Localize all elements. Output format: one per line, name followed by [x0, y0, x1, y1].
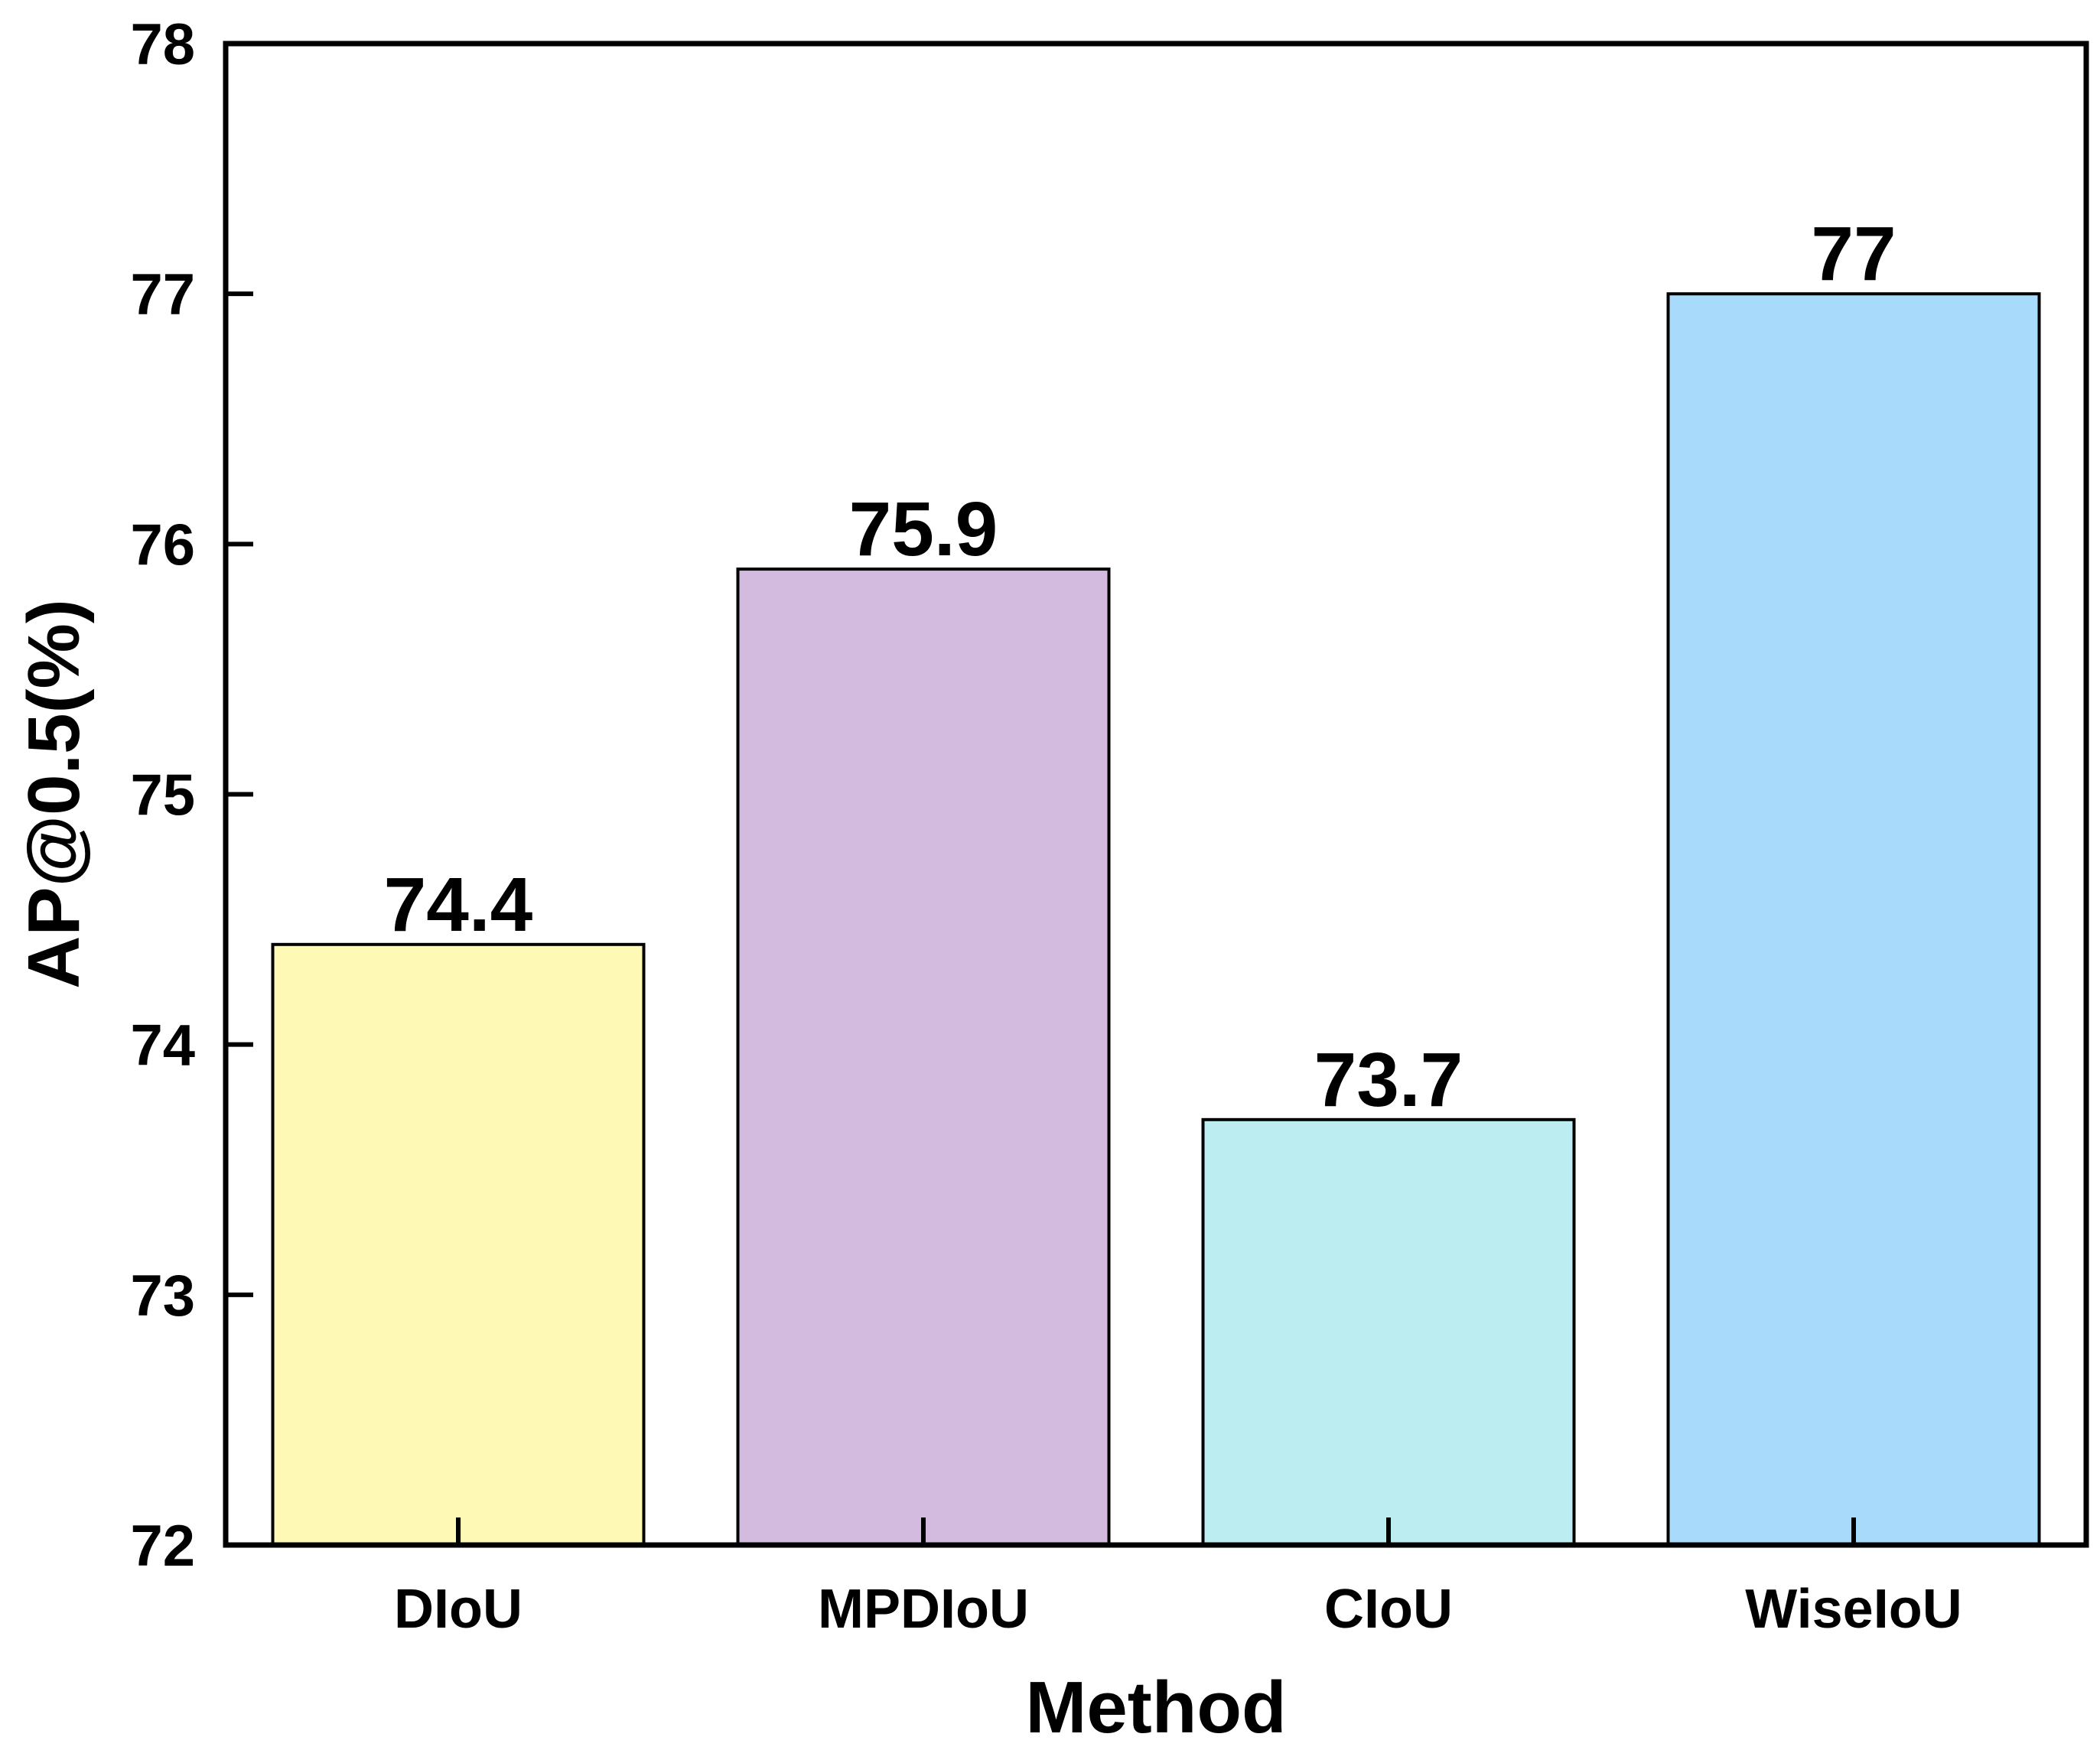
x-tick-label-diou: DIoU: [394, 1579, 523, 1640]
y-axis: 72 73 74 75 76 77 78: [130, 12, 253, 1579]
y-tick-label-77: 77: [130, 262, 195, 327]
bar-diou: [271, 942, 646, 1547]
value-labels: 74.4 75.9 73.7 77: [384, 211, 1897, 1123]
bar-mpdiou: [736, 568, 1111, 1547]
bar-ciou: [1201, 1117, 1576, 1547]
x-tick-label-mpdiou: MPDIoU: [818, 1579, 1029, 1640]
y-tick-label-78: 78: [130, 12, 195, 77]
y-tick-label-73: 73: [130, 1264, 195, 1329]
x-axis-title: Method: [1025, 1667, 1286, 1748]
x-tick-label-ciou: CIoU: [1324, 1579, 1453, 1640]
y-tick-label-72: 72: [130, 1514, 195, 1579]
x-axis-tick-labels: DIoU MPDIoU CIoU WiseIoU: [394, 1579, 1962, 1640]
value-label-diou: 74.4: [384, 862, 533, 948]
y-tick-label-75: 75: [130, 763, 195, 828]
x-tick-label-wiseiou: WiseIoU: [1745, 1579, 1962, 1640]
bars-group: [271, 292, 2041, 1547]
value-label-wiseiou: 77: [1811, 211, 1896, 297]
y-axis-title: AP@0.5(%): [13, 599, 95, 989]
value-label-mpdiou: 75.9: [849, 486, 998, 572]
bar-wiseiou: [1666, 292, 2041, 1547]
y-tick-label-74: 74: [130, 1013, 195, 1078]
y-tick-label-76: 76: [130, 512, 195, 577]
x-tick-marks: [456, 1517, 1856, 1545]
value-label-ciou: 73.7: [1314, 1037, 1463, 1123]
